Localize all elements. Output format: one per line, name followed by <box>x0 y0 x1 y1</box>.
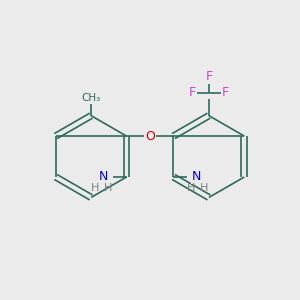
Text: F: F <box>205 70 212 83</box>
Text: O: O <box>145 130 155 142</box>
Text: F: F <box>222 86 229 99</box>
Text: H: H <box>103 183 112 194</box>
Text: CH₃: CH₃ <box>82 93 101 103</box>
Text: H: H <box>200 183 208 194</box>
Text: F: F <box>189 86 196 99</box>
Text: H: H <box>91 183 100 194</box>
Text: N: N <box>99 170 108 184</box>
Text: H: H <box>187 183 196 194</box>
Text: N: N <box>192 170 201 184</box>
